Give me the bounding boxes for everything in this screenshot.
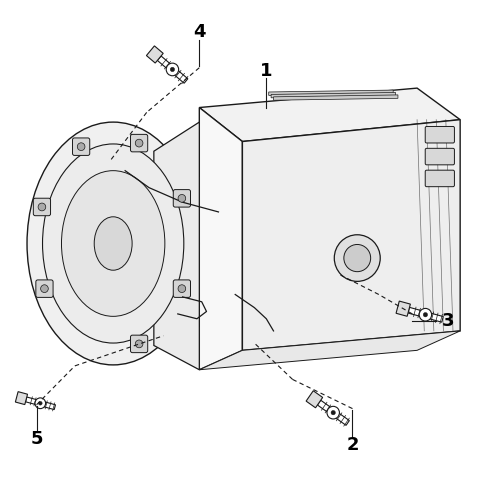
Polygon shape (154, 122, 199, 370)
Circle shape (77, 143, 85, 150)
Polygon shape (242, 120, 460, 350)
FancyBboxPatch shape (173, 189, 191, 207)
Circle shape (135, 139, 143, 147)
FancyBboxPatch shape (425, 127, 455, 143)
Polygon shape (199, 88, 460, 142)
Circle shape (331, 411, 336, 415)
Text: 1: 1 (260, 62, 273, 80)
Polygon shape (25, 397, 56, 410)
Polygon shape (199, 108, 242, 370)
Text: 4: 4 (193, 23, 205, 41)
Circle shape (327, 406, 339, 419)
Polygon shape (146, 46, 163, 63)
FancyBboxPatch shape (131, 335, 148, 353)
FancyBboxPatch shape (72, 138, 90, 155)
FancyBboxPatch shape (131, 134, 148, 152)
Circle shape (344, 244, 371, 272)
Polygon shape (271, 93, 396, 98)
Polygon shape (157, 56, 188, 83)
FancyBboxPatch shape (425, 149, 455, 165)
Polygon shape (306, 391, 323, 408)
Polygon shape (274, 95, 398, 100)
Polygon shape (269, 90, 393, 95)
Ellipse shape (27, 122, 199, 365)
FancyBboxPatch shape (36, 280, 53, 298)
Polygon shape (199, 331, 460, 370)
Circle shape (38, 203, 46, 211)
Circle shape (178, 194, 186, 202)
Circle shape (170, 67, 175, 72)
Polygon shape (317, 400, 349, 425)
Polygon shape (396, 301, 410, 316)
Circle shape (35, 398, 46, 409)
Circle shape (178, 285, 186, 293)
FancyBboxPatch shape (173, 280, 191, 298)
Circle shape (334, 235, 380, 281)
FancyBboxPatch shape (425, 170, 455, 187)
Circle shape (419, 308, 432, 321)
Circle shape (423, 313, 428, 317)
Circle shape (41, 285, 48, 293)
Ellipse shape (61, 170, 165, 317)
Circle shape (38, 401, 42, 405)
Polygon shape (408, 307, 443, 322)
Text: 3: 3 (442, 312, 455, 330)
FancyBboxPatch shape (33, 198, 50, 216)
Text: 2: 2 (346, 436, 359, 454)
Ellipse shape (43, 144, 184, 343)
Circle shape (166, 63, 179, 76)
Circle shape (135, 340, 143, 348)
Polygon shape (15, 392, 27, 405)
Text: 5: 5 (30, 430, 43, 448)
Ellipse shape (94, 217, 132, 270)
